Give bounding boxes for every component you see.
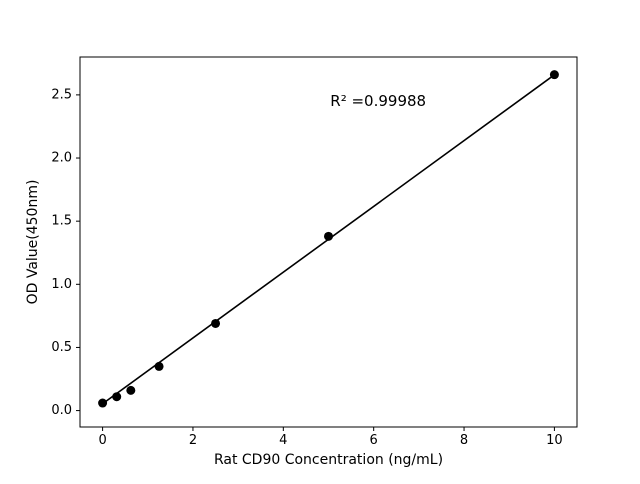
data-point (549, 70, 559, 80)
data-point (211, 318, 221, 328)
y-tick-label: 1.5 (51, 214, 72, 229)
data-point (98, 398, 108, 408)
data-point (154, 361, 164, 371)
y-tick-label: 0.0 (51, 403, 72, 418)
x-axis-label: Rat CD90 Concentration (ng/mL) (214, 452, 443, 468)
y-tick-label: 2.5 (51, 87, 72, 102)
x-tick-label: 6 (370, 433, 378, 448)
r-squared-annotation: R² =0.99988 (330, 92, 426, 110)
x-tick-label: 0 (98, 433, 106, 448)
x-tick-label: 10 (546, 433, 563, 448)
x-tick-label: 4 (279, 433, 287, 448)
data-point (112, 392, 122, 402)
data-point (126, 385, 136, 395)
x-tick-label: 8 (460, 433, 468, 448)
x-tick-label: 2 (189, 433, 197, 448)
y-axis-label: OD Value(450nm) (25, 180, 41, 305)
y-tick-label: 0.5 (51, 340, 72, 355)
plot-area: 0 2 4 6 8 10 0.0 0.5 1.0 1.5 2.0 2.5 (51, 56, 578, 448)
y-tick-label: 2.0 (51, 151, 72, 166)
axes-spines (79, 56, 578, 428)
data-point (324, 231, 333, 241)
y-tick-label: 1.0 (51, 277, 72, 292)
